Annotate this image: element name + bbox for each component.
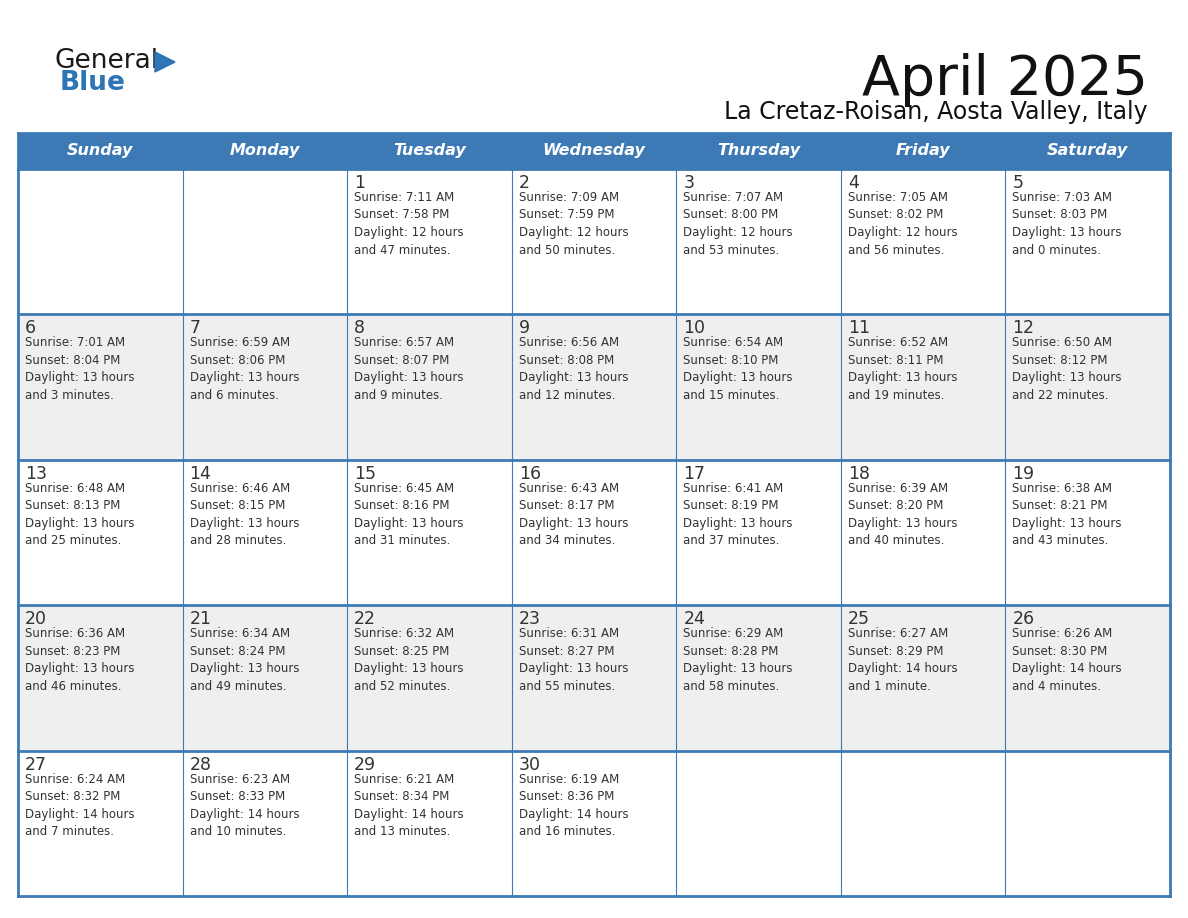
- Text: 28: 28: [190, 756, 211, 774]
- Text: Sunrise: 6:39 AM
Sunset: 8:20 PM
Daylight: 13 hours
and 40 minutes.: Sunrise: 6:39 AM Sunset: 8:20 PM Dayligh…: [848, 482, 958, 547]
- Text: Sunrise: 7:01 AM
Sunset: 8:04 PM
Daylight: 13 hours
and 3 minutes.: Sunrise: 7:01 AM Sunset: 8:04 PM Dayligh…: [25, 336, 134, 402]
- Text: 10: 10: [683, 319, 706, 338]
- Text: 15: 15: [354, 465, 377, 483]
- Text: Thursday: Thursday: [718, 143, 801, 159]
- Text: Sunrise: 6:24 AM
Sunset: 8:32 PM
Daylight: 14 hours
and 7 minutes.: Sunrise: 6:24 AM Sunset: 8:32 PM Dayligh…: [25, 773, 134, 838]
- Bar: [18, 605, 1170, 751]
- Text: Sunrise: 6:46 AM
Sunset: 8:15 PM
Daylight: 13 hours
and 28 minutes.: Sunrise: 6:46 AM Sunset: 8:15 PM Dayligh…: [190, 482, 299, 547]
- Text: Sunrise: 6:21 AM
Sunset: 8:34 PM
Daylight: 14 hours
and 13 minutes.: Sunrise: 6:21 AM Sunset: 8:34 PM Dayligh…: [354, 773, 463, 838]
- Text: 24: 24: [683, 610, 706, 628]
- Text: 20: 20: [25, 610, 48, 628]
- Text: Sunrise: 6:48 AM
Sunset: 8:13 PM
Daylight: 13 hours
and 25 minutes.: Sunrise: 6:48 AM Sunset: 8:13 PM Dayligh…: [25, 482, 134, 547]
- Text: Sunrise: 7:03 AM
Sunset: 8:03 PM
Daylight: 13 hours
and 0 minutes.: Sunrise: 7:03 AM Sunset: 8:03 PM Dayligh…: [1012, 191, 1121, 256]
- Text: Saturday: Saturday: [1047, 143, 1129, 159]
- Text: Sunrise: 6:52 AM
Sunset: 8:11 PM
Daylight: 13 hours
and 19 minutes.: Sunrise: 6:52 AM Sunset: 8:11 PM Dayligh…: [848, 336, 958, 402]
- Text: Sunrise: 6:27 AM
Sunset: 8:29 PM
Daylight: 14 hours
and 1 minute.: Sunrise: 6:27 AM Sunset: 8:29 PM Dayligh…: [848, 627, 958, 693]
- Text: 3: 3: [683, 174, 694, 192]
- Text: Sunrise: 6:32 AM
Sunset: 8:25 PM
Daylight: 13 hours
and 52 minutes.: Sunrise: 6:32 AM Sunset: 8:25 PM Dayligh…: [354, 627, 463, 693]
- Text: Sunrise: 6:23 AM
Sunset: 8:33 PM
Daylight: 14 hours
and 10 minutes.: Sunrise: 6:23 AM Sunset: 8:33 PM Dayligh…: [190, 773, 299, 838]
- Text: Sunrise: 6:50 AM
Sunset: 8:12 PM
Daylight: 13 hours
and 22 minutes.: Sunrise: 6:50 AM Sunset: 8:12 PM Dayligh…: [1012, 336, 1121, 402]
- Text: Sunrise: 6:56 AM
Sunset: 8:08 PM
Daylight: 13 hours
and 12 minutes.: Sunrise: 6:56 AM Sunset: 8:08 PM Dayligh…: [519, 336, 628, 402]
- Text: Sunrise: 6:31 AM
Sunset: 8:27 PM
Daylight: 13 hours
and 55 minutes.: Sunrise: 6:31 AM Sunset: 8:27 PM Dayligh…: [519, 627, 628, 693]
- Text: 4: 4: [848, 174, 859, 192]
- Bar: [18, 169, 1170, 314]
- Text: Friday: Friday: [896, 143, 950, 159]
- Text: April 2025: April 2025: [862, 53, 1148, 107]
- Text: Sunrise: 6:38 AM
Sunset: 8:21 PM
Daylight: 13 hours
and 43 minutes.: Sunrise: 6:38 AM Sunset: 8:21 PM Dayligh…: [1012, 482, 1121, 547]
- Text: Sunrise: 6:57 AM
Sunset: 8:07 PM
Daylight: 13 hours
and 9 minutes.: Sunrise: 6:57 AM Sunset: 8:07 PM Dayligh…: [354, 336, 463, 402]
- Bar: [18, 133, 1170, 169]
- Text: Sunrise: 6:34 AM
Sunset: 8:24 PM
Daylight: 13 hours
and 49 minutes.: Sunrise: 6:34 AM Sunset: 8:24 PM Dayligh…: [190, 627, 299, 693]
- Text: 14: 14: [190, 465, 211, 483]
- Text: 11: 11: [848, 319, 870, 338]
- Text: 5: 5: [1012, 174, 1023, 192]
- Text: Sunrise: 6:43 AM
Sunset: 8:17 PM
Daylight: 13 hours
and 34 minutes.: Sunrise: 6:43 AM Sunset: 8:17 PM Dayligh…: [519, 482, 628, 547]
- Text: Monday: Monday: [229, 143, 301, 159]
- Text: 27: 27: [25, 756, 48, 774]
- Text: 19: 19: [1012, 465, 1035, 483]
- Text: 6: 6: [25, 319, 36, 338]
- Text: Sunrise: 6:41 AM
Sunset: 8:19 PM
Daylight: 13 hours
and 37 minutes.: Sunrise: 6:41 AM Sunset: 8:19 PM Dayligh…: [683, 482, 792, 547]
- Text: 22: 22: [354, 610, 377, 628]
- Text: Sunrise: 6:19 AM
Sunset: 8:36 PM
Daylight: 14 hours
and 16 minutes.: Sunrise: 6:19 AM Sunset: 8:36 PM Dayligh…: [519, 773, 628, 838]
- Text: 1: 1: [354, 174, 365, 192]
- Text: 25: 25: [848, 610, 870, 628]
- Text: Tuesday: Tuesday: [393, 143, 466, 159]
- Text: 17: 17: [683, 465, 706, 483]
- Text: Sunrise: 6:26 AM
Sunset: 8:30 PM
Daylight: 14 hours
and 4 minutes.: Sunrise: 6:26 AM Sunset: 8:30 PM Dayligh…: [1012, 627, 1121, 693]
- Bar: [18, 751, 1170, 896]
- Text: General: General: [55, 48, 159, 74]
- Text: 7: 7: [190, 319, 201, 338]
- Text: 18: 18: [848, 465, 870, 483]
- Text: Sunrise: 6:45 AM
Sunset: 8:16 PM
Daylight: 13 hours
and 31 minutes.: Sunrise: 6:45 AM Sunset: 8:16 PM Dayligh…: [354, 482, 463, 547]
- Text: 9: 9: [519, 319, 530, 338]
- Bar: [18, 460, 1170, 605]
- Text: Sunrise: 7:11 AM
Sunset: 7:58 PM
Daylight: 12 hours
and 47 minutes.: Sunrise: 7:11 AM Sunset: 7:58 PM Dayligh…: [354, 191, 463, 256]
- Text: 13: 13: [25, 465, 48, 483]
- Text: Wednesday: Wednesday: [543, 143, 645, 159]
- Polygon shape: [154, 52, 175, 72]
- Text: Sunrise: 6:29 AM
Sunset: 8:28 PM
Daylight: 13 hours
and 58 minutes.: Sunrise: 6:29 AM Sunset: 8:28 PM Dayligh…: [683, 627, 792, 693]
- Text: Sunrise: 6:59 AM
Sunset: 8:06 PM
Daylight: 13 hours
and 6 minutes.: Sunrise: 6:59 AM Sunset: 8:06 PM Dayligh…: [190, 336, 299, 402]
- Text: 16: 16: [519, 465, 541, 483]
- Text: 26: 26: [1012, 610, 1035, 628]
- Text: 2: 2: [519, 174, 530, 192]
- Text: 30: 30: [519, 756, 541, 774]
- Text: 21: 21: [190, 610, 211, 628]
- Text: 29: 29: [354, 756, 377, 774]
- Text: Sunday: Sunday: [67, 143, 133, 159]
- Text: Sunrise: 7:07 AM
Sunset: 8:00 PM
Daylight: 12 hours
and 53 minutes.: Sunrise: 7:07 AM Sunset: 8:00 PM Dayligh…: [683, 191, 792, 256]
- Text: Sunrise: 6:54 AM
Sunset: 8:10 PM
Daylight: 13 hours
and 15 minutes.: Sunrise: 6:54 AM Sunset: 8:10 PM Dayligh…: [683, 336, 792, 402]
- Bar: [18, 314, 1170, 460]
- Text: 23: 23: [519, 610, 541, 628]
- Text: Blue: Blue: [61, 70, 126, 96]
- Text: Sunrise: 7:05 AM
Sunset: 8:02 PM
Daylight: 12 hours
and 56 minutes.: Sunrise: 7:05 AM Sunset: 8:02 PM Dayligh…: [848, 191, 958, 256]
- Text: 12: 12: [1012, 319, 1035, 338]
- Text: Sunrise: 6:36 AM
Sunset: 8:23 PM
Daylight: 13 hours
and 46 minutes.: Sunrise: 6:36 AM Sunset: 8:23 PM Dayligh…: [25, 627, 134, 693]
- Text: 8: 8: [354, 319, 365, 338]
- Text: La Cretaz-Roisan, Aosta Valley, Italy: La Cretaz-Roisan, Aosta Valley, Italy: [725, 100, 1148, 124]
- Text: Sunrise: 7:09 AM
Sunset: 7:59 PM
Daylight: 12 hours
and 50 minutes.: Sunrise: 7:09 AM Sunset: 7:59 PM Dayligh…: [519, 191, 628, 256]
